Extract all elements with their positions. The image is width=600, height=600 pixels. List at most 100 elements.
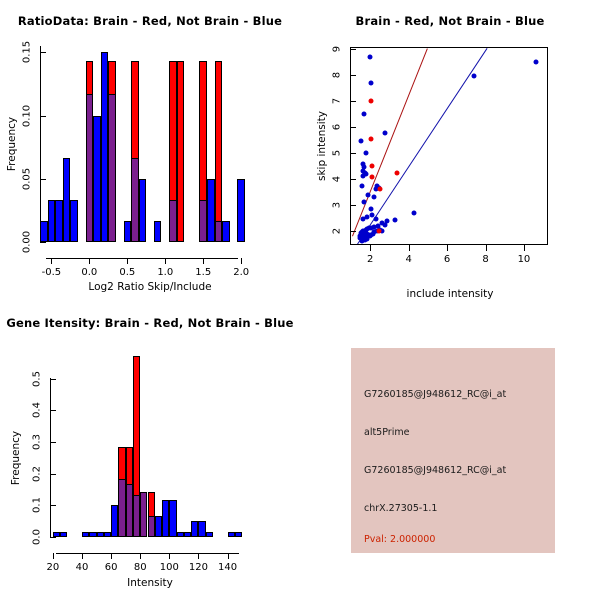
scatter-point [379,228,385,234]
tick-mark [50,410,56,412]
tick-label: 80 [133,562,147,573]
tick-mark [198,553,200,559]
histogram-bar [111,505,119,537]
histogram-bar-overlap [118,478,126,537]
ratio-histogram-panel: RatioData: Brain - Red, Not Brain - Blue… [0,0,300,300]
histogram-bar [191,521,199,537]
scatter-point [368,136,374,142]
scatter-point [369,174,375,180]
histogram-bar [222,220,230,242]
scatter-point [369,212,375,218]
histogram-bar-overlap [140,492,148,537]
tick-label: 60 [104,562,118,573]
scatter-point [363,171,369,177]
histogram-bar-overlap [169,199,177,242]
histogram-bar-overlap [131,157,139,242]
tick-mark [82,553,83,559]
scatter-point [371,194,377,200]
tick-mark [51,258,53,264]
scatter-y-axis-title: skip intensity [316,111,328,181]
tick-mark [523,245,525,251]
scatter-point [379,220,385,226]
tick-label: 6 [443,254,451,265]
scatter-point [359,183,365,189]
histogram-bar [40,220,48,242]
tick-mark [140,553,142,559]
histogram-bar [183,531,192,537]
histogram-bar-overlap [132,494,141,537]
tick-mark [89,258,91,264]
tick-label: 0.0 [81,267,98,278]
histogram-bar [96,531,104,537]
tick-label: 8 [482,254,489,265]
scatter-point [376,228,382,234]
scatter-point [377,186,383,192]
scatter-point [359,238,365,244]
tick-label: 0.00 [21,230,33,254]
histogram-bar [89,531,97,537]
gene-histogram-title: Gene Itensity: Brain - Red, Not Brain - … [6,316,294,330]
tick-label: 0.05 [21,167,33,190]
ratio-histogram-plot-area [40,46,245,242]
scatter-point [368,206,374,212]
tick-label: 120 [188,562,208,573]
scatter-point [382,130,388,136]
scatter-point [371,224,377,230]
histogram-bar [47,199,56,242]
scatter-point [367,233,373,239]
tick-label: 20 [46,562,60,573]
histogram-bar [52,531,61,537]
tick-mark [165,258,167,264]
scatter-point [361,111,367,117]
tick-label: 140 [217,562,238,573]
tick-label: 10 [517,254,531,265]
gene-histogram-plot-area [50,355,245,537]
histogram-bar [207,178,215,242]
scatter-point [360,161,366,167]
ratio-x-axis-title: Log2 Ratio Skip/Include [88,281,212,293]
gene-intensity-panel: Gene Itensity: Brain - Red, Not Brain - … [0,300,300,600]
tick-mark [40,178,46,180]
tick-mark [40,115,46,117]
ratio-y-axis-title: Frequency [6,116,18,172]
pval-line: Pval: 2.000000 [364,534,436,545]
tick-mark [50,505,56,507]
tick-mark [350,153,356,155]
histogram-bar-overlap [214,220,223,242]
gene-y-axis [50,378,51,537]
brain-fit-line [351,48,428,237]
scatter-point [363,150,369,156]
tick-mark [408,245,410,251]
ratio-y-axis [40,46,41,242]
tick-label: 0.5 [119,267,136,278]
histogram-bar [176,531,184,537]
locus-line: chrX.27305-1.1 [364,503,438,514]
tick-label: 0.5 [31,370,43,387]
probe-id-secondary-line: G7260185@J948612_RC@i_at [364,465,507,476]
tick-label: 0.10 [21,104,33,127]
not-brain-fit-line [356,48,488,244]
tick-mark [241,258,243,264]
scatter-point [382,222,388,228]
tick-label: 0.15 [21,41,33,64]
scatter-point [361,164,367,170]
histogram-bar [55,199,63,242]
ratio-histogram-title: RatioData: Brain - Red, Not Brain - Blue [17,14,283,28]
tick-mark [203,258,205,264]
scatter-point [368,80,374,86]
tick-label: -0.5 [41,267,62,278]
histogram-bar [227,531,235,537]
tick-label: 100 [159,562,179,573]
scatter-point [411,210,417,216]
histogram-bar [60,531,68,537]
scatter-point [361,199,367,205]
scatter-point [358,138,364,144]
histogram-bar-overlap [147,515,155,537]
tick-mark [50,537,56,538]
scatter-point [365,192,371,198]
scatter-point [394,170,400,176]
scatter-point [367,54,373,60]
histogram-bar [154,515,163,537]
scatter-point [360,168,366,174]
